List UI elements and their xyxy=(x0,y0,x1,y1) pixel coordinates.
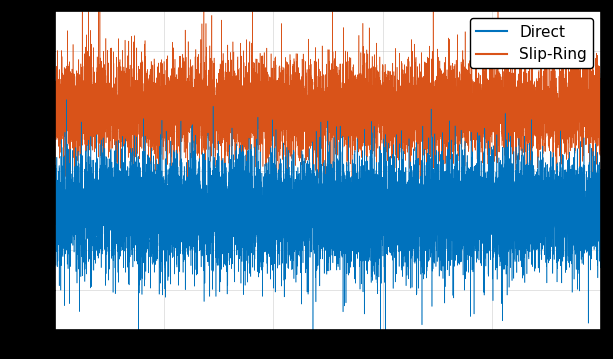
Slip-Ring xyxy=(159,129,166,133)
Slip-Ring xyxy=(597,110,604,115)
Slip-Ring xyxy=(51,156,59,160)
Direct xyxy=(74,230,82,234)
Direct xyxy=(159,200,166,204)
Direct xyxy=(63,98,70,102)
Legend: Direct, Slip-Ring: Direct, Slip-Ring xyxy=(470,18,593,68)
Direct xyxy=(318,190,326,194)
Line: Direct: Direct xyxy=(55,100,601,350)
Direct xyxy=(568,163,576,167)
Slip-Ring xyxy=(318,127,326,131)
Slip-Ring xyxy=(74,98,82,102)
Direct xyxy=(597,190,604,194)
Slip-Ring xyxy=(568,87,576,91)
Line: Slip-Ring: Slip-Ring xyxy=(55,0,601,202)
Slip-Ring xyxy=(54,131,61,135)
Direct xyxy=(54,229,61,233)
Slip-Ring xyxy=(253,200,261,204)
Direct xyxy=(382,348,389,352)
Direct xyxy=(84,197,91,202)
Direct xyxy=(51,194,59,198)
Slip-Ring xyxy=(84,73,91,77)
